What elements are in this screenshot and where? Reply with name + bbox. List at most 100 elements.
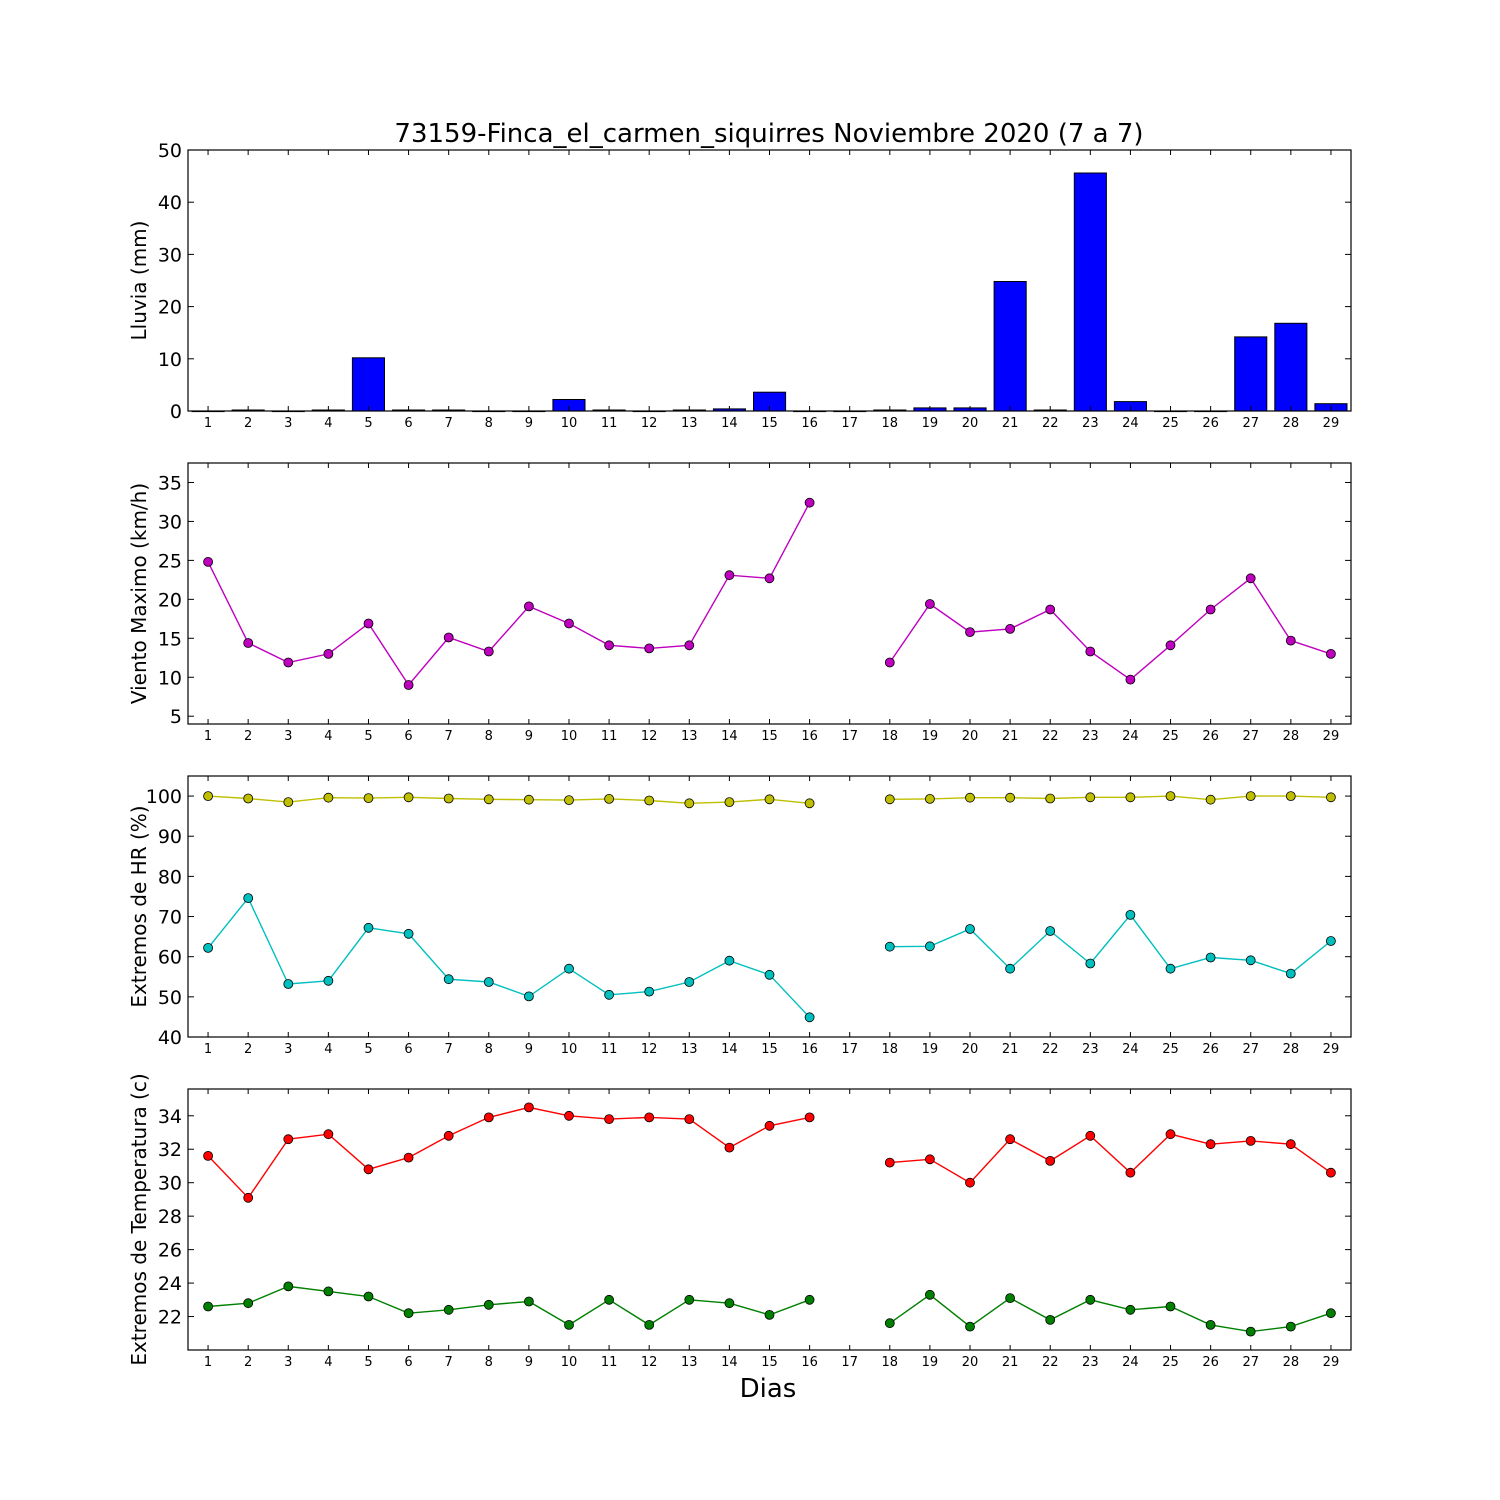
series-1-point-day-19: [925, 1154, 935, 1165]
y-tick-label: 60: [158, 947, 182, 969]
x-tick-label: 4: [324, 416, 332, 431]
y-axis-label: Viento Maximo (km/h): [127, 483, 151, 704]
series-2-point-day-29: [1326, 936, 1336, 946]
series-1-point-day-28: [1285, 1139, 1296, 1150]
series-1-line-1: [207, 1106, 810, 1199]
series-1-point-day-22: [1045, 604, 1056, 615]
series-1-point-day-3: [283, 1134, 294, 1145]
x-tick-label: 29: [1323, 1042, 1340, 1057]
x-tick-label: 18: [882, 729, 899, 744]
x-tick-label: 9: [525, 1355, 533, 1370]
x-tick-label: 23: [1082, 729, 1099, 744]
x-tick-label: 23: [1082, 416, 1099, 431]
series-2-point-day-3: [283, 979, 294, 989]
x-tick-label: 11: [601, 729, 618, 744]
series-1-point-day-28: [1285, 635, 1296, 646]
x-tick-label: 25: [1162, 1042, 1179, 1057]
x-tick-label: 18: [882, 1042, 899, 1057]
y-tick-label: 20: [158, 589, 182, 611]
series-1-point-day-11: [604, 640, 614, 651]
series-1-point-day-1: [203, 1151, 214, 1161]
series-2-point-day-5: [363, 922, 374, 933]
y-tick-label: 40: [158, 1027, 182, 1049]
series-1-point-day-6: [403, 680, 414, 690]
series-2-point-day-15: [764, 1310, 775, 1320]
x-tick-label: 28: [1283, 729, 1300, 744]
x-axis-label: Dias: [740, 1374, 797, 1404]
series-1-point-day-5: [363, 618, 374, 629]
series-1-point-day-7: [443, 793, 454, 804]
x-tick-label: 14: [721, 1355, 738, 1370]
series-2-point-day-3: [283, 1281, 294, 1292]
x-tick-label: 2: [244, 416, 252, 431]
x-tick-label: 20: [962, 1042, 979, 1057]
x-tick-label: 21: [1002, 729, 1019, 744]
y-tick-label: 35: [158, 472, 182, 494]
series-2-point-day-28: [1285, 1321, 1296, 1332]
x-tick-label: 29: [1323, 1355, 1340, 1370]
x-tick-label: 12: [641, 729, 658, 744]
series-1-line-2: [889, 1133, 1332, 1184]
x-tick-label: 5: [364, 416, 372, 431]
series-1-point-day-5: [363, 793, 374, 803]
series-1-point-day-8: [483, 1112, 494, 1123]
x-tick-label: 20: [962, 416, 979, 431]
y-axis-label: Extremos de Temperatura (c): [127, 1073, 151, 1365]
x-tick-label: 13: [681, 1355, 698, 1370]
x-tick-label: 14: [721, 1042, 738, 1057]
series-1-point-day-26: [1205, 1139, 1216, 1150]
series-1-point-day-29: [1326, 792, 1336, 803]
y-tick-label: 10: [158, 349, 182, 371]
series-2-point-day-6: [403, 1308, 414, 1319]
series-1-point-day-28: [1285, 791, 1296, 801]
x-tick-label: 16: [801, 416, 818, 431]
series-2-point-day-18: [884, 1318, 895, 1329]
series-2-point-day-4: [323, 1286, 334, 1297]
x-tick-label: 26: [1202, 729, 1219, 744]
series-2-point-day-11: [604, 989, 614, 1000]
series-1-point-day-16: [804, 1112, 815, 1123]
series-1-point-day-29: [1326, 649, 1336, 659]
y-tick-label: 30: [158, 511, 182, 533]
series-1-point-day-1: [203, 557, 214, 567]
series-1-point-day-20: [965, 1177, 975, 1188]
series-1-point-day-8: [483, 794, 494, 805]
x-tick-label: 2: [244, 1355, 252, 1370]
y-tick-label: 24: [158, 1273, 182, 1295]
series-2-point-day-4: [323, 975, 334, 986]
x-tick-label: 4: [324, 1355, 332, 1370]
series-1-point-day-20: [965, 792, 975, 803]
x-tick-label: 3: [284, 1355, 292, 1370]
series-1-point-day-14: [724, 797, 735, 807]
series-2-point-day-8: [483, 1299, 494, 1310]
series-2-point-day-2: [243, 1298, 254, 1309]
series-2-point-day-23: [1085, 958, 1096, 969]
series-2-point-day-16: [804, 1294, 815, 1305]
series-1-point-day-18: [884, 1157, 895, 1168]
panel-frame: [187, 775, 1352, 1038]
series-1-point-day-13: [684, 640, 695, 651]
series-1-point-day-21: [1005, 1134, 1015, 1145]
series-1-point-day-8: [483, 646, 494, 657]
x-tick-label: 2: [244, 729, 252, 744]
chart-title: 73159-Finca_el_carmen_siquirres Noviembr…: [394, 119, 1143, 149]
series-2-point-day-14: [724, 1298, 735, 1309]
x-tick-label: 1: [204, 1355, 212, 1370]
x-tick-label: 4: [324, 1042, 332, 1057]
x-tick-label: 24: [1122, 1355, 1139, 1370]
series-1-point-day-15: [764, 573, 775, 584]
series-2-point-day-10: [564, 1320, 574, 1330]
x-tick-label: 20: [962, 1355, 979, 1370]
x-tick-label: 25: [1162, 1355, 1179, 1370]
x-tick-label: 1: [204, 416, 212, 431]
x-tick-label: 3: [284, 416, 292, 431]
x-tick-label: 19: [922, 729, 939, 744]
x-tick-label: 10: [561, 1355, 578, 1370]
series-1-point-day-26: [1205, 794, 1216, 805]
y-tick-label: 22: [158, 1307, 182, 1329]
series-1-point-day-7: [443, 1130, 454, 1141]
x-tick-label: 5: [364, 1355, 372, 1370]
x-tick-label: 28: [1283, 1355, 1300, 1370]
